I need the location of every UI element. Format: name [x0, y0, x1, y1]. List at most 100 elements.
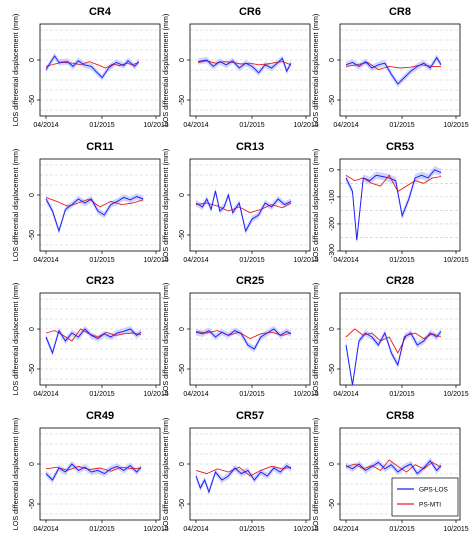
plot-frame [39, 158, 161, 252]
x-tick-label: 04/2014 [333, 122, 358, 129]
panel-title: CR57 [236, 410, 264, 422]
x-tick-label: 01/2015 [89, 391, 114, 398]
x-tick-label: 10/2015 [443, 526, 468, 533]
x-tick-label: 01/2015 [239, 257, 264, 264]
plot-frame [189, 292, 311, 386]
y-axis-label: LOS differential displacement (mm) [311, 14, 320, 127]
x-tick-label: 10/2015 [293, 257, 318, 264]
x-tick-label: 04/2014 [33, 391, 58, 398]
panel-title: CR6 [239, 6, 261, 18]
ps-mti-series [45, 196, 144, 208]
y-tick-label: 0 [179, 193, 186, 197]
x-tick-label: 10/2015 [443, 257, 468, 264]
y-tick-label: 0 [29, 58, 36, 62]
y-tick-label: 0 [329, 327, 336, 331]
x-tick-label: 01/2015 [239, 391, 264, 398]
y-tick-label: -50 [179, 499, 186, 509]
plot-frame [39, 292, 161, 386]
y-tick-label: -100 [329, 190, 336, 204]
x-tick-label: 10/2015 [293, 122, 318, 129]
plot-frame [39, 23, 161, 117]
y-tick-label: -50 [329, 499, 336, 509]
x-tick-label: 04/2014 [183, 257, 208, 264]
plot-frame [339, 158, 461, 252]
y-tick-label: 0 [329, 168, 336, 172]
y-tick-label: 0 [329, 58, 336, 62]
x-tick-label: 10/2015 [293, 526, 318, 533]
x-tick-label: 10/2015 [143, 122, 168, 129]
y-tick-label: -200 [329, 217, 336, 231]
x-tick-label: 01/2015 [389, 257, 414, 264]
gps-los-series [198, 57, 292, 74]
x-tick-label: 01/2015 [89, 257, 114, 264]
y-tick-label: 0 [329, 462, 336, 466]
plot-frame [339, 23, 461, 117]
y-axis-label: LOS differential displacement (mm) [11, 14, 20, 127]
legend-label: GPS-LOS [419, 487, 449, 494]
y-tick-label: -50 [29, 95, 36, 105]
panel-title: CR28 [386, 275, 414, 287]
gps-los-series [195, 190, 292, 233]
x-tick-label: 04/2014 [183, 122, 208, 129]
gps-los-series [45, 328, 142, 355]
gps-uncertainty-band [346, 54, 442, 88]
x-tick-label: 01/2015 [389, 526, 414, 533]
y-axis-label: LOS differential displacement (mm) [311, 418, 320, 531]
x-tick-label: 10/2015 [443, 391, 468, 398]
gps-los-series [345, 459, 442, 475]
y-axis-label: LOS differential displacement (mm) [11, 283, 20, 396]
y-axis-label: LOS differential displacement (mm) [311, 149, 320, 262]
legend-box [391, 477, 459, 517]
ps-mti-series [345, 328, 442, 354]
panel-title: CR49 [86, 410, 114, 422]
y-tick-label: -50 [179, 364, 186, 374]
panel-title: CR4 [89, 6, 112, 18]
x-tick-label: 04/2014 [33, 526, 58, 533]
panel-cr58: CR58 0 -50 04/2014 01/2015 10/2015 LOS differe… [311, 410, 469, 533]
y-tick-label: -50 [179, 230, 186, 240]
x-tick-label: 10/2015 [443, 122, 468, 129]
gps-los-series [345, 56, 442, 85]
plot-frame [189, 158, 311, 252]
y-tick-label: -50 [179, 95, 186, 105]
legend-label: PS-MTI [419, 502, 441, 509]
x-tick-label: 01/2015 [89, 122, 114, 129]
panel-title: CR58 [386, 410, 414, 422]
panel-title: CR13 [236, 141, 264, 153]
x-tick-label: 01/2015 [389, 122, 414, 129]
panel-title: CR11 [86, 141, 114, 153]
panel-title: CR25 [236, 275, 264, 287]
y-axis-label: LOS differential displacement (mm) [161, 149, 170, 262]
y-tick-label: 0 [29, 327, 36, 331]
y-axis-label: LOS differential displacement (mm) [161, 283, 170, 396]
y-axis-label: LOS differential displacement (mm) [161, 14, 170, 127]
y-tick-label: 0 [29, 462, 36, 466]
panel-title: CR8 [389, 6, 411, 18]
plot-frame [339, 292, 461, 386]
y-axis-label: LOS differential displacement (mm) [11, 149, 20, 262]
panel-title: CR53 [386, 141, 414, 153]
gps-los-series [45, 55, 140, 79]
panel-cr28: CR28 0 -50 04/2014 01/2015 10/2015 LOS differe… [311, 275, 469, 398]
y-tick-label: 0 [29, 193, 36, 197]
gps-los-series [45, 463, 142, 481]
x-tick-label: 04/2014 [33, 122, 58, 129]
y-axis-label: LOS differential displacement (mm) [161, 418, 170, 531]
legend: GPS-LOS PS-MTI [391, 477, 459, 517]
y-tick-label: -300 [329, 244, 336, 258]
y-tick-label: 0 [179, 462, 186, 466]
gps-los-series [345, 331, 442, 386]
plot-frame [339, 427, 461, 521]
x-tick-label: 10/2015 [143, 257, 168, 264]
plot-frame [39, 427, 161, 521]
y-tick-label: -50 [29, 499, 36, 509]
